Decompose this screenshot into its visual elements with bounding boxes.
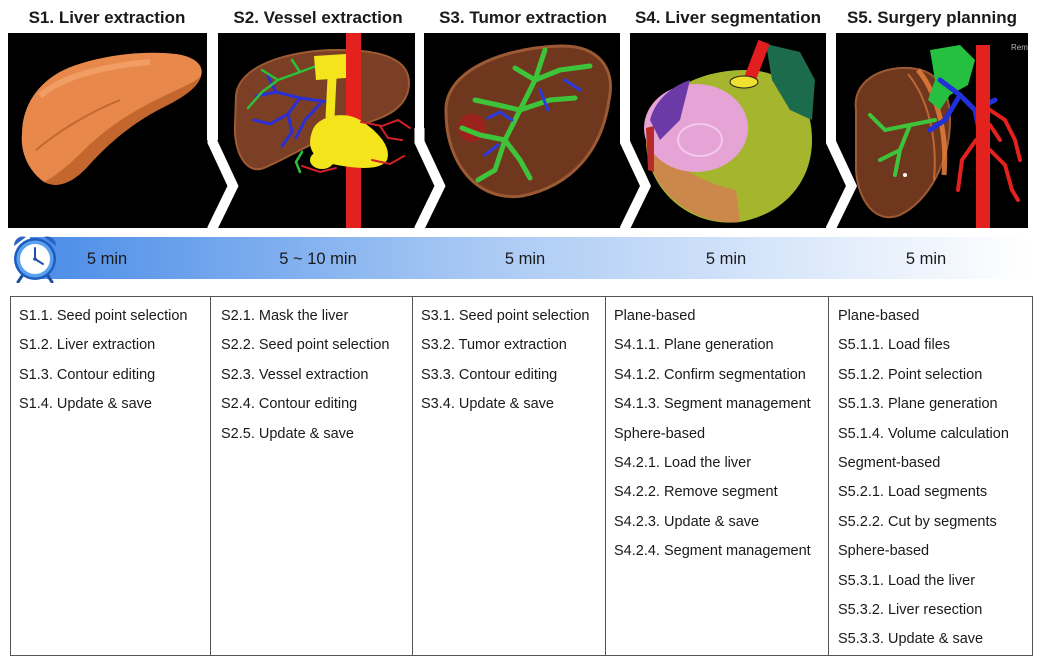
substep-item: S2.1. Mask the liver <box>221 308 349 324</box>
substep-item: S5.1.4. Volume calculation <box>838 425 1009 442</box>
substeps-s4: Plane-based S4.1.1. Plane generation S4.… <box>605 297 828 655</box>
substep-item: S3.1. Seed point selection <box>421 308 590 324</box>
substep-group-label: Sphere-based <box>614 425 706 442</box>
substep-group-label: Segment-based <box>838 455 941 472</box>
segment-superior <box>766 44 815 120</box>
portal-vein-stem <box>325 77 337 119</box>
portal-vein-tree <box>459 47 593 183</box>
step-duration-s3: 5 min <box>504 250 546 268</box>
liver-extraction-render <box>8 33 207 228</box>
substeps-s5: Plane-based S5.1.1. Load files S5.1.2. P… <box>828 297 1033 655</box>
portal-vein-branches <box>246 58 324 174</box>
substep-item: S5.3.1. Load the liver <box>838 572 976 589</box>
panel-overlay-text: Rem <box>1011 43 1028 52</box>
portal-vein-cluster <box>928 45 975 110</box>
chevron-right-icon <box>207 128 239 232</box>
step-title-s5: S5. Surgery planning <box>846 8 1018 27</box>
substep-item: S5.3.2. Liver resection <box>838 602 983 619</box>
portal-vein-top <box>314 54 346 80</box>
hepatic-vein-branches <box>483 78 582 157</box>
substep-group-label: Sphere-based <box>838 543 930 560</box>
render-image-strip: Rem <box>8 33 1028 232</box>
surgery-planning-render: Rem <box>836 33 1028 228</box>
chevron-right-icon <box>826 128 858 232</box>
substep-item: S1.4. Update & save <box>19 396 152 413</box>
substep-table: S1.1. Seed point selection S1.2. Liver e… <box>10 296 1033 656</box>
artery-branches <box>956 108 1022 202</box>
substep-item: S3.4. Update & save <box>421 396 554 413</box>
step-duration-s4: 5 min <box>705 250 747 268</box>
substep-item: S4.1.2. Confirm segmentation <box>614 366 806 383</box>
substep-item: S5.3.3. Update & save <box>838 631 984 648</box>
step-title-s3: S3. Tumor extraction <box>439 8 607 27</box>
portal-vein-branches <box>868 113 937 177</box>
substeps-s2: S2.1. Mask the liver S2.2. Seed point se… <box>210 297 412 655</box>
tumor-extraction-render <box>424 33 620 228</box>
resection-plane-band <box>907 73 936 181</box>
hepatic-vein-branches <box>252 74 330 148</box>
substep-item: S5.1.3. Plane generation <box>838 396 998 413</box>
liver-fold <box>35 99 121 151</box>
substep-item: S1.1. Seed point selection <box>19 308 188 324</box>
step-title-s4: S4. Liver segmentation <box>634 8 822 27</box>
step-title-s2: S2. Vessel extraction <box>233 8 403 27</box>
segment-left-edge <box>646 126 654 172</box>
marker-point <box>903 173 907 177</box>
substep-item: S3.2. Tumor extraction <box>421 337 567 354</box>
resection-plane <box>916 68 948 176</box>
step-duration-s2: 5 ~ 10 min <box>279 250 357 268</box>
substep-item: S4.1.3. Segment management <box>614 396 811 413</box>
substep-item: S5.2.1. Load segments <box>838 484 988 501</box>
substep-group-label: Plane-based <box>614 308 696 324</box>
substep-item: S2.5. Update & save <box>221 425 354 442</box>
alarm-clock-icon <box>14 236 56 283</box>
step-title-s1: S1. Liver extraction <box>28 8 186 27</box>
vessel-extraction-render <box>218 33 415 228</box>
liver-segmentation-render <box>630 33 826 228</box>
substeps-s1: S1.1. Seed point selection S1.2. Liver e… <box>10 297 210 655</box>
substep-item: S2.3. Vessel extraction <box>221 366 369 383</box>
substep-item: S4.2.3. Update & save <box>614 513 760 530</box>
substep-item: S5.1.2. Point selection <box>838 366 983 383</box>
substep-item: S5.1.1. Load files <box>838 337 951 354</box>
liver-highlight <box>37 59 151 99</box>
timeline-bar <box>30 237 1030 279</box>
substep-item: S2.4. Contour editing <box>221 396 358 413</box>
substep-item: S2.2. Seed point selection <box>221 337 390 354</box>
inferior-vena-cava <box>976 45 990 228</box>
hepatic-artery-branches <box>301 118 411 174</box>
substep-item: S1.3. Contour editing <box>19 366 156 383</box>
substep-item: S4.1.1. Plane generation <box>614 337 774 354</box>
chevron-right-icon <box>620 128 652 232</box>
liver-shading <box>44 76 201 185</box>
substep-item: S4.2.1. Load the liver <box>614 455 752 472</box>
segment-sphere-ring <box>677 123 723 157</box>
substep-item: S3.3. Contour editing <box>421 366 558 383</box>
chevron-right-icon <box>414 128 446 232</box>
step-duration-s1: 5 min <box>86 250 128 268</box>
step-duration-s5: 5 min <box>905 250 947 268</box>
substeps-s3: S3.1. Seed point selection S3.2. Tumor e… <box>412 297 605 655</box>
segment-left <box>650 80 690 140</box>
substep-group-label: Plane-based <box>838 308 920 324</box>
substep-item: S4.2.2. Remove segment <box>614 484 778 501</box>
substep-item: S1.2. Liver extraction <box>19 337 156 354</box>
portal-vein <box>729 75 759 89</box>
substep-item: S5.2.2. Cut by segments <box>838 513 997 530</box>
portal-vein-lobe <box>310 151 334 169</box>
liver-shape <box>21 52 202 185</box>
substep-item: S4.2.4. Segment management <box>614 543 811 560</box>
